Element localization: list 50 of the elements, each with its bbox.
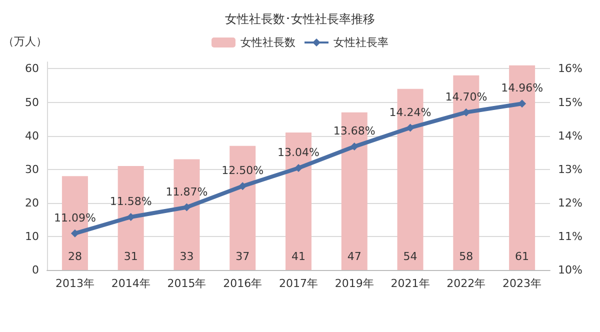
data-label: 13.68% <box>333 124 376 138</box>
data-label: 58 <box>459 250 474 263</box>
legend-label: 女性社長率 <box>334 36 388 49</box>
y2-tick-label: 13% <box>558 162 582 176</box>
point <box>294 164 302 172</box>
y2-tick-label: 10% <box>558 264 582 276</box>
data-label: 47 <box>347 250 362 263</box>
y2-tick-label: 15% <box>558 96 582 109</box>
data-label: 14.24% <box>389 106 432 119</box>
data-label: 11.09% <box>54 211 96 224</box>
data-label: 31 <box>124 250 138 263</box>
x-tick-label: 2014年 <box>111 277 150 290</box>
y-tick-label: 0 <box>32 264 39 276</box>
y2-tick-label: 16% <box>558 62 582 76</box>
point <box>70 229 79 238</box>
data-label: 28 <box>68 250 82 263</box>
data-label: 11.58% <box>110 194 152 208</box>
x-tick-label: 2023年 <box>502 277 542 290</box>
point <box>406 124 414 132</box>
data-label: 37 <box>236 250 250 263</box>
y-tick-label: 40 <box>25 129 39 142</box>
data-label: 14.70% <box>445 90 488 104</box>
chart-title: 女性社長数･女性社長率推移 <box>225 12 375 26</box>
y2-tick-label: 11% <box>558 230 582 243</box>
data-label: 33 <box>180 250 194 263</box>
y-axis-title: （万人） <box>3 35 47 48</box>
point <box>350 142 358 151</box>
data-label: 12.50% <box>222 164 264 178</box>
data-label: 14.96% <box>501 82 544 95</box>
data-label: 13.04% <box>278 146 320 160</box>
point <box>238 182 247 190</box>
x-tick-label: 2016年 <box>223 277 262 290</box>
y-tick-label: 30 <box>25 162 39 176</box>
data-label: 41 <box>292 250 306 263</box>
y-tick-label: 60 <box>25 62 39 76</box>
data-label: 61 <box>515 250 530 263</box>
x-tick-label: 2019年 <box>334 277 374 290</box>
y-tick-label: 50 <box>25 96 39 109</box>
y-tick-label: 20 <box>25 196 39 210</box>
legend-label: 女性社長数 <box>240 36 296 49</box>
x-tick-label: 2021年 <box>390 277 430 290</box>
data-label: 54 <box>403 250 418 263</box>
x-tick-label: 2013年 <box>55 277 94 290</box>
y2-tick-label: 12% <box>558 196 582 210</box>
x-tick-label: 2017年 <box>279 277 318 290</box>
x-tick-label: 2022年 <box>446 277 486 290</box>
x-tick-label: 2015年 <box>167 277 206 290</box>
y2-tick-label: 14% <box>558 129 582 142</box>
y-tick-label: 10 <box>25 230 39 243</box>
data-label: 11.87% <box>166 185 208 198</box>
